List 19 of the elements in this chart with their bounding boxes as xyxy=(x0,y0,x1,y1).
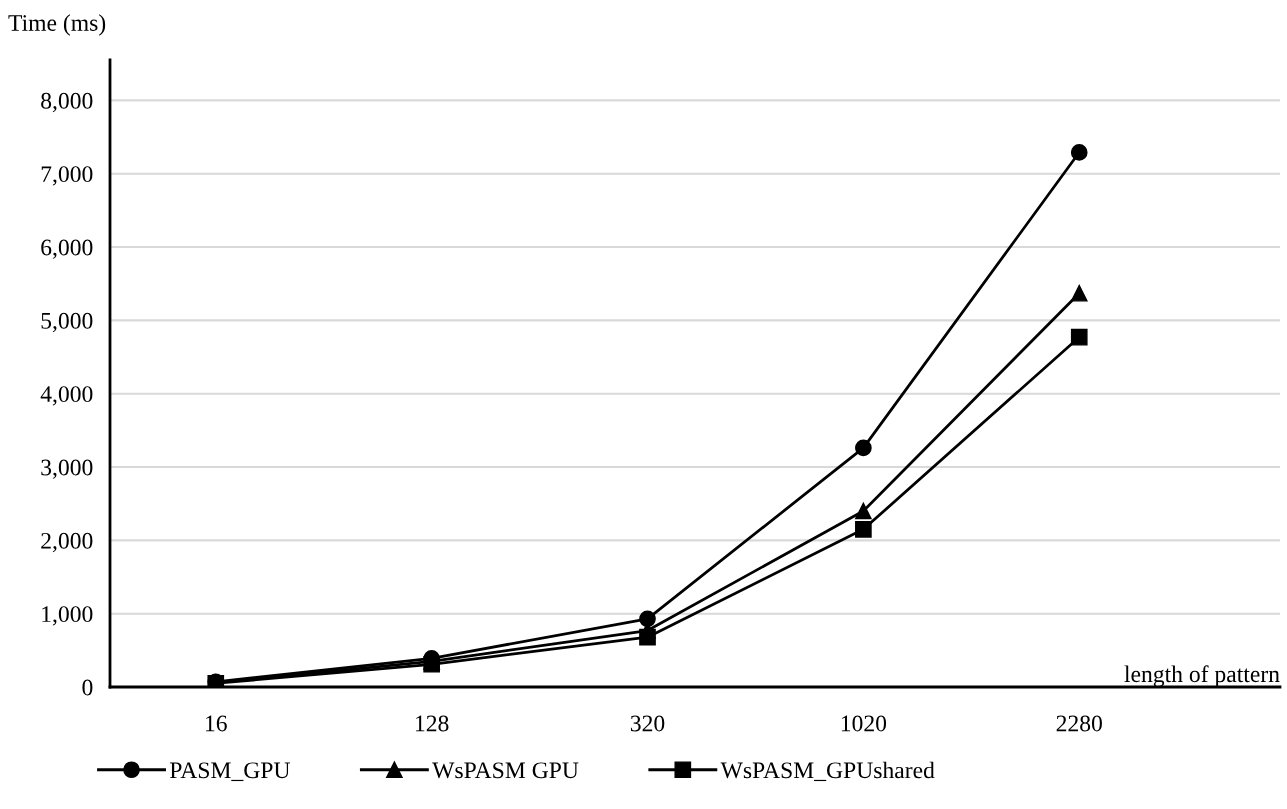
y-tick-label: 8,000 xyxy=(41,92,93,113)
y-tick-label: 1,000 xyxy=(42,606,93,626)
legend-label: WsPASM GPU xyxy=(432,762,579,779)
y-axis-title: Time (ms) xyxy=(8,14,106,36)
x-tick-label: 128 xyxy=(416,715,449,732)
y-tick-label: 5,000 xyxy=(41,312,93,333)
x-tick-label: 320 xyxy=(630,715,665,732)
x-tick-label: 1020 xyxy=(841,715,887,732)
y-tick-label: 0 xyxy=(82,679,93,696)
x-tick-label: 2280 xyxy=(1056,715,1102,732)
legend-label: PASM_GPU xyxy=(169,762,290,782)
y-tick-label: 4,000 xyxy=(40,386,93,406)
y-tick-label: 2,000 xyxy=(41,532,93,553)
y-tick-label: 3,000 xyxy=(41,459,93,479)
x-axis-title: length of pattern xyxy=(1124,665,1280,687)
legend-label: WsPASM_GPUshared xyxy=(720,761,935,782)
y-tick-label: 7,000 xyxy=(41,166,93,186)
y-tick-label: 6,000 xyxy=(41,239,93,259)
x-tick-label: 16 xyxy=(206,715,227,732)
